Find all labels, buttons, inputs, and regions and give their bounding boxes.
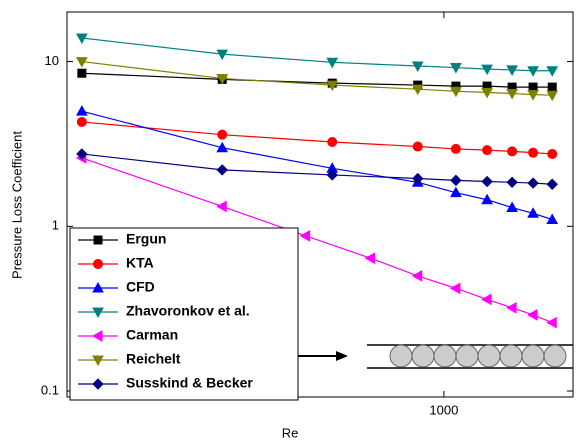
x-tick-label: 1000 [429, 402, 458, 417]
y-tick-label: 10 [45, 53, 59, 68]
legend-marker [91, 330, 103, 342]
marker [527, 66, 539, 77]
series-line [81, 37, 553, 72]
series-line [81, 110, 553, 221]
marker [482, 145, 493, 156]
legend-box [69, 227, 299, 401]
marker [546, 90, 559, 102]
y-axis-label: Pressure Loss Coefficient [9, 131, 24, 279]
series-line [81, 153, 553, 185]
marker [527, 90, 539, 101]
marker [326, 80, 339, 92]
marker [76, 57, 88, 68]
series [76, 105, 559, 224]
plot-frame [66, 11, 574, 398]
marker [507, 146, 518, 157]
marker [527, 207, 539, 218]
legend-marker [92, 378, 104, 390]
legend-label: CFD [126, 279, 155, 295]
y-tick-label: 1 [52, 218, 59, 233]
marker [299, 230, 311, 242]
marker [506, 65, 518, 76]
marker [481, 64, 493, 76]
series [75, 152, 557, 329]
series [76, 57, 559, 102]
marker [450, 186, 462, 198]
legend-marker [92, 355, 104, 367]
legend-marker [93, 235, 103, 245]
marker [481, 293, 492, 306]
legend-label: Zhavoronkov et al. [126, 303, 250, 319]
marker [77, 68, 87, 78]
legend-marker [92, 281, 104, 293]
marker [450, 86, 462, 98]
marker [547, 82, 557, 92]
marker [546, 66, 559, 77]
marker [76, 33, 88, 45]
marker [216, 141, 229, 153]
marker [528, 82, 538, 92]
marker [412, 172, 424, 185]
series [77, 68, 557, 92]
marker [76, 148, 88, 160]
marker [326, 169, 338, 181]
marker [527, 177, 539, 189]
series [76, 116, 558, 159]
marker [216, 49, 229, 61]
bed-diagram [285, 344, 573, 369]
marker [412, 141, 423, 152]
marker [411, 270, 423, 282]
legend-label: Susskind & Becker [126, 375, 253, 391]
marker [216, 164, 228, 176]
marker [528, 147, 539, 158]
marker [450, 63, 462, 74]
series-line [81, 72, 553, 88]
legend-label: Carman [126, 327, 178, 343]
series-line [81, 157, 553, 324]
marker [450, 143, 461, 154]
legend-marker [92, 307, 104, 319]
marker [76, 105, 88, 116]
marker [506, 301, 517, 314]
legend-label: Ergun [126, 231, 166, 247]
marker [546, 213, 559, 224]
marker [506, 176, 518, 189]
marker [216, 73, 229, 85]
marker [481, 175, 493, 188]
series-line [81, 121, 553, 155]
marker [326, 57, 339, 69]
marker [506, 89, 518, 100]
marker [216, 200, 227, 213]
series-line [81, 60, 553, 96]
legend-marker [93, 259, 103, 269]
legend-label: KTA [126, 255, 154, 271]
marker [527, 309, 538, 321]
series [76, 148, 558, 190]
marker [76, 116, 87, 127]
y-tick-label: 0.1 [41, 382, 59, 397]
marker [411, 84, 424, 96]
marker [546, 316, 557, 329]
marker [411, 61, 424, 73]
marker [481, 87, 493, 99]
x-axis-label: Re [282, 425, 299, 440]
marker [327, 136, 338, 147]
marker [450, 174, 462, 187]
marker [547, 148, 558, 159]
series [76, 33, 559, 77]
marker [481, 193, 493, 205]
marker [546, 178, 558, 190]
marker [217, 129, 228, 140]
marker [449, 282, 461, 295]
marker [506, 201, 518, 213]
legend-label: Reichelt [126, 351, 181, 367]
marker [364, 252, 376, 265]
